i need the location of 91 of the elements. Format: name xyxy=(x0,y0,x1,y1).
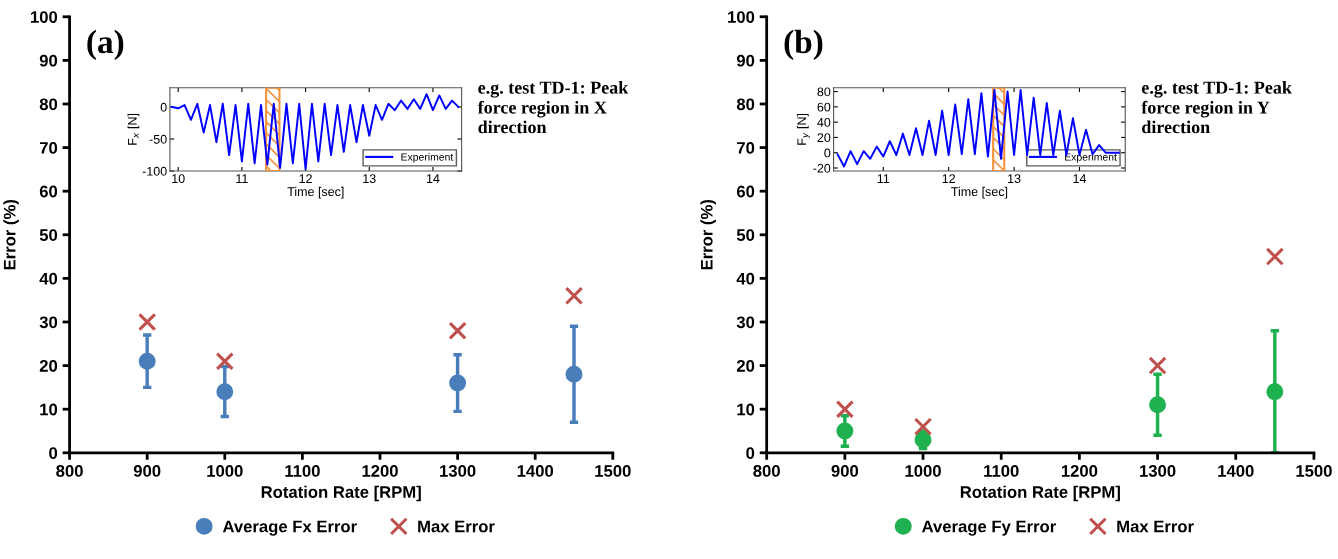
x-axis-title: Rotation Rate [RPM] xyxy=(960,485,1120,502)
y-tick-label: 30 xyxy=(39,316,58,329)
y-tick-label: 0 xyxy=(160,102,167,112)
y-tick-label: 60 xyxy=(817,102,831,112)
y-tick-label: 70 xyxy=(737,141,755,154)
point xyxy=(449,374,467,392)
y-tick-label: 10 xyxy=(40,403,58,416)
point xyxy=(1266,383,1284,401)
y-tick-label: -100 xyxy=(142,166,167,176)
y-axis-title: Error (%) xyxy=(700,199,716,270)
y-tick-label: 60 xyxy=(736,185,755,198)
point xyxy=(565,365,583,383)
point xyxy=(1265,247,1284,266)
y-tick-label: 10 xyxy=(737,403,755,416)
x-tick-label: 12 xyxy=(299,174,312,183)
y-tick-label: 80 xyxy=(39,98,58,111)
legend-label: Max Error xyxy=(418,520,495,533)
x-tick-label: 10 xyxy=(172,174,185,184)
legend-label: Experiment xyxy=(401,153,454,163)
y-tick-label: 60 xyxy=(39,185,58,198)
x-tick-label: 1000 xyxy=(207,465,243,477)
legend-label: Average Fx Error xyxy=(222,520,357,536)
x-axis-title: Time [sec] xyxy=(287,186,344,199)
y-tick-label: 0 xyxy=(746,447,755,459)
x-axis-title: Time [sec] xyxy=(951,186,1008,199)
y-axis-title: F$_{y}$ [N] xyxy=(796,113,810,145)
point xyxy=(216,383,234,401)
x-tick-label: 1100 xyxy=(285,465,320,477)
y-tick-label: 80 xyxy=(736,98,755,111)
y-tick-label: -20 xyxy=(813,163,831,173)
chart-title: (b) xyxy=(784,29,823,61)
y-tick-label: 100 xyxy=(728,11,755,23)
y-tick-label: 30 xyxy=(736,316,755,329)
y-tick-label: -50 xyxy=(149,134,167,144)
x-tick-label: 13 xyxy=(1008,174,1021,184)
chart-title: (a) xyxy=(87,29,124,61)
x-tick-label: 1200 xyxy=(1061,465,1098,477)
annotation: e.g. test TD-1: Peak force region in Y direction xyxy=(1141,81,1292,134)
x-tick-label: 1100 xyxy=(984,465,1019,477)
x-tick-label: 1000 xyxy=(905,465,941,477)
y-axis-title: F$_{x}$ [N] xyxy=(127,113,140,145)
x-tick-label: 800 xyxy=(56,465,83,477)
point xyxy=(1149,396,1167,414)
x-tick-label: 1200 xyxy=(362,465,398,477)
y-tick-label: 40 xyxy=(736,272,755,285)
legend-label: Max Error xyxy=(1117,520,1194,533)
x-tick-label: 1400 xyxy=(1218,465,1254,477)
y-tick-label: 50 xyxy=(39,229,58,241)
point xyxy=(564,286,584,305)
y-tick-label: 40 xyxy=(39,272,58,285)
y-tick-label: 100 xyxy=(31,11,58,23)
y-tick-label: 70 xyxy=(39,141,58,154)
legend-label: Average Fy Error xyxy=(922,520,1056,536)
x-tick-label: 1500 xyxy=(1296,465,1332,477)
point xyxy=(1148,356,1167,375)
line-series xyxy=(836,89,1120,168)
x-axis-title: Rotation Rate [RPM] xyxy=(261,485,421,502)
y-tick-label: 90 xyxy=(736,54,755,67)
y-tick-label: 0 xyxy=(49,447,58,459)
x-tick-label: 14 xyxy=(426,174,440,183)
x-tick-label: 13 xyxy=(363,174,376,184)
point xyxy=(138,352,156,370)
x-tick-label: 1300 xyxy=(440,465,476,477)
x-tick-label: 1300 xyxy=(1140,465,1176,477)
point xyxy=(914,431,932,449)
x-tick-label: 14 xyxy=(1073,174,1087,183)
point xyxy=(215,352,234,371)
x-tick-label: 12 xyxy=(942,174,955,183)
x-tick-label: 1500 xyxy=(595,465,631,477)
y-axis-title: Error (%) xyxy=(3,199,19,270)
y-tick-label: 20 xyxy=(736,359,755,372)
point xyxy=(448,321,467,340)
y-tick-label: 50 xyxy=(736,229,755,241)
legend-label: Experiment xyxy=(1065,153,1117,163)
x-tick-label: 900 xyxy=(133,465,161,477)
y-tick-label: 40 xyxy=(817,117,831,127)
y-tick-label: 90 xyxy=(39,54,58,67)
x-tick-label: 800 xyxy=(753,465,780,477)
x-tick-label: 11 xyxy=(877,174,890,183)
point xyxy=(836,422,854,440)
x-tick-label: 900 xyxy=(831,465,859,477)
x-tick-label: 11 xyxy=(236,174,248,183)
y-tick-label: 0 xyxy=(824,148,831,158)
y-tick-label: 20 xyxy=(817,133,831,143)
y-tick-label: 20 xyxy=(39,359,58,372)
point xyxy=(835,400,855,419)
annotation: e.g. test TD-1: Peak force region in X direction xyxy=(477,81,629,134)
x-tick-label: 1400 xyxy=(517,465,554,477)
point xyxy=(913,417,933,436)
point xyxy=(138,312,157,332)
y-tick-label: 80 xyxy=(817,87,831,97)
